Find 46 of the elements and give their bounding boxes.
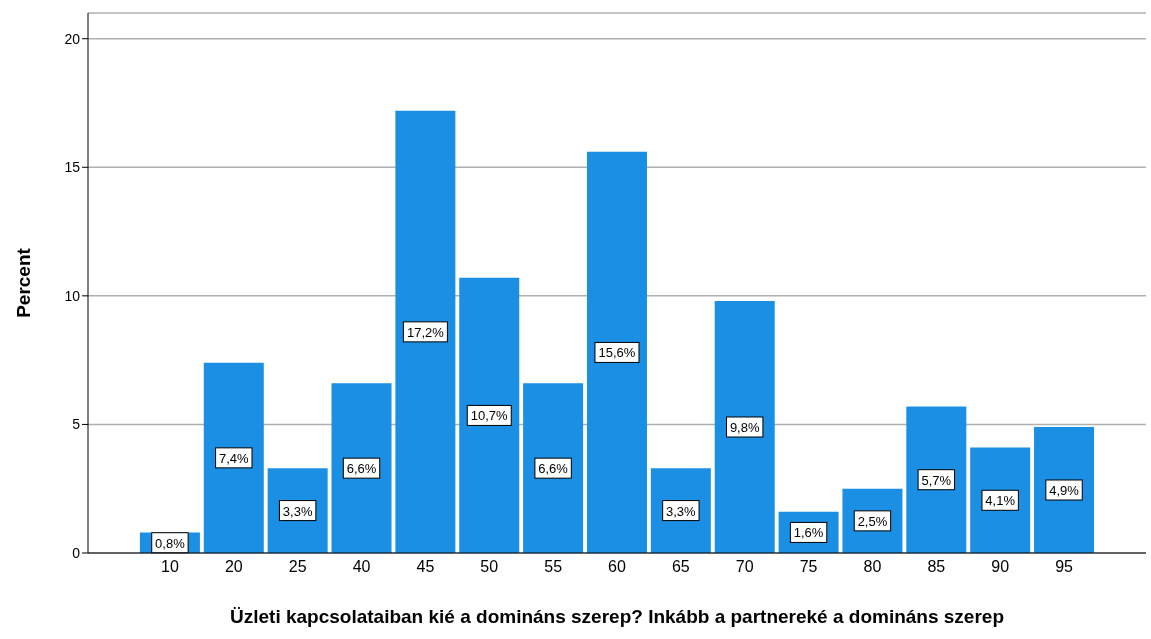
bar — [395, 110, 456, 553]
x-axis-title: Üzleti kapcsolataiban kié a domináns szerep? Inkább a partnereké a domináns szerep — [230, 606, 1004, 627]
y-tick-label: 10 — [64, 287, 81, 304]
x-tick-label: 65 — [671, 558, 690, 576]
x-tick-label: 75 — [799, 558, 818, 576]
y-axis-title: Percent — [12, 247, 34, 318]
y-tick-label: 0 — [72, 544, 81, 561]
data-label: 6,6% — [346, 461, 377, 477]
data-label: 1,6% — [793, 525, 824, 541]
x-tick-label: 45 — [416, 558, 435, 576]
x-tick-label: 50 — [480, 558, 499, 576]
x-tick-label: 95 — [1055, 558, 1074, 576]
data-label: 5,7% — [921, 472, 952, 488]
bar — [906, 406, 967, 553]
bar — [714, 301, 775, 553]
data-label: 2,5% — [857, 513, 888, 529]
bar — [459, 277, 520, 553]
y-tick-label: 20 — [64, 30, 81, 47]
x-tick-label: 60 — [608, 558, 626, 576]
bar — [523, 383, 584, 553]
x-tick-label: 20 — [224, 558, 243, 576]
y-tick-label: 5 — [72, 416, 81, 433]
data-label: 4,1% — [985, 493, 1016, 509]
x-tick-label: 80 — [863, 558, 882, 576]
data-label: 17,2% — [406, 324, 445, 340]
x-tick-label: 90 — [991, 558, 1010, 576]
data-label: 10,7% — [470, 408, 509, 424]
bar — [1034, 427, 1095, 553]
data-label: 7,4% — [218, 450, 250, 466]
data-label: 4,9% — [1049, 483, 1080, 498]
data-label: 9,8% — [729, 420, 760, 435]
bar — [331, 383, 392, 553]
data-label: 0,8% — [155, 535, 186, 551]
data-label: 15,6% — [598, 345, 636, 361]
x-tick-label: 70 — [735, 558, 754, 576]
x-tick-label: 40 — [352, 558, 371, 576]
data-label: 3,3% — [666, 503, 697, 519]
x-tick-label: 85 — [927, 558, 946, 576]
y-tick-label: 15 — [64, 159, 81, 176]
data-label: 3,3% — [282, 503, 313, 519]
x-tick-label: 25 — [288, 558, 307, 576]
bar — [203, 362, 264, 553]
bar — [586, 151, 647, 553]
x-tick-label: 55 — [544, 558, 563, 576]
x-tick-label: 10 — [161, 558, 179, 576]
data-label: 6,6% — [538, 461, 569, 477]
